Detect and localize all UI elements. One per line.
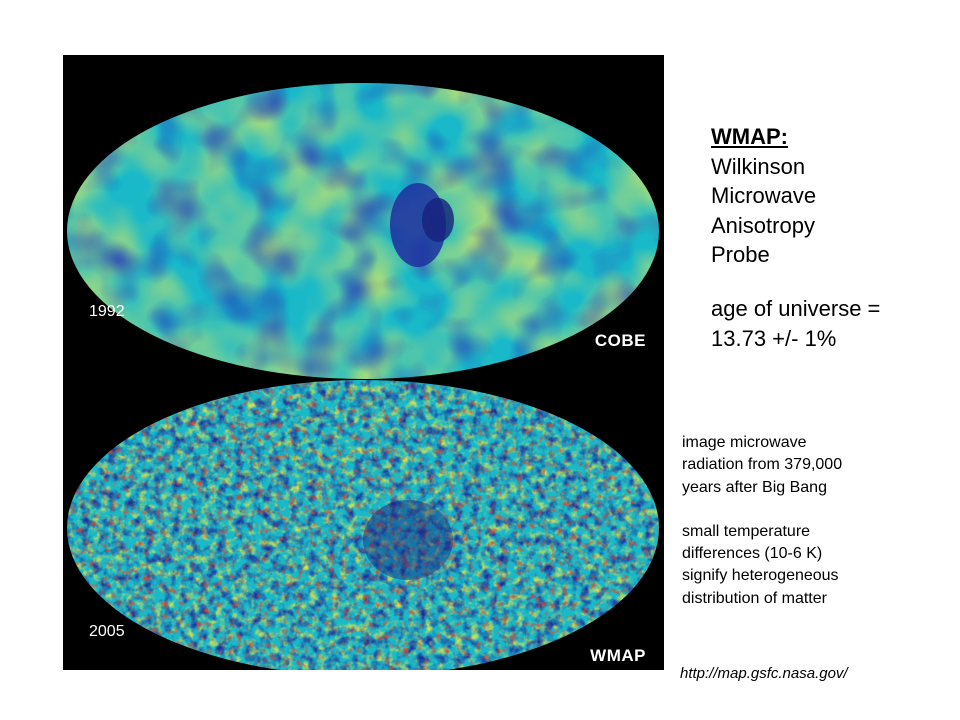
wmap-year-label: 2005 [89,623,125,640]
expansion-line: Wilkinson [711,153,806,179]
wmap-sky-map [67,380,659,670]
expansion-line: Microwave [711,183,817,208]
note-paragraph: image microwave radiation from 379,000 y… [682,432,952,499]
notes: image microwave radiation from 379,000 y… [682,432,952,632]
expansion-line: Probe [711,242,770,267]
cobe-sky-map [67,83,659,379]
cobe-year-label: 1992 [89,303,125,320]
wmap-heading: WMAP: [711,124,788,149]
wmap-title-block: WMAP: Wilkinson Microwave Anisotropy Pro… [711,122,951,270]
note-line: image microwave [682,434,807,451]
cmb-maps-graphic [67,83,659,670]
cobe-label: COBE [594,331,646,350]
age-of-universe: age of universe = 13.73 +/- 1% [711,294,951,353]
note-line: signify heterogeneous [682,567,839,585]
source-url: http://map.gsfc.nasa.gov/ [680,665,848,682]
cmb-sky-maps-panel: 1992 COBE 2005 WMAP [63,55,664,670]
note-line: small temperature [682,522,811,540]
age-line: age of universe = [711,296,881,321]
note-line: differences (10-6 K) [682,545,823,563]
wmap-label: WMAP [590,646,646,665]
note-line: radiation from 379,000 [682,456,843,474]
note-paragraph: small temperature differences (10-6 K) s… [682,521,952,610]
expansion-line: Anisotropy [711,212,815,238]
age-line: 13.73 +/- 1% [711,325,837,351]
note-line: years after Big Bang [682,478,827,496]
note-line: distribution of matter [682,589,827,607]
